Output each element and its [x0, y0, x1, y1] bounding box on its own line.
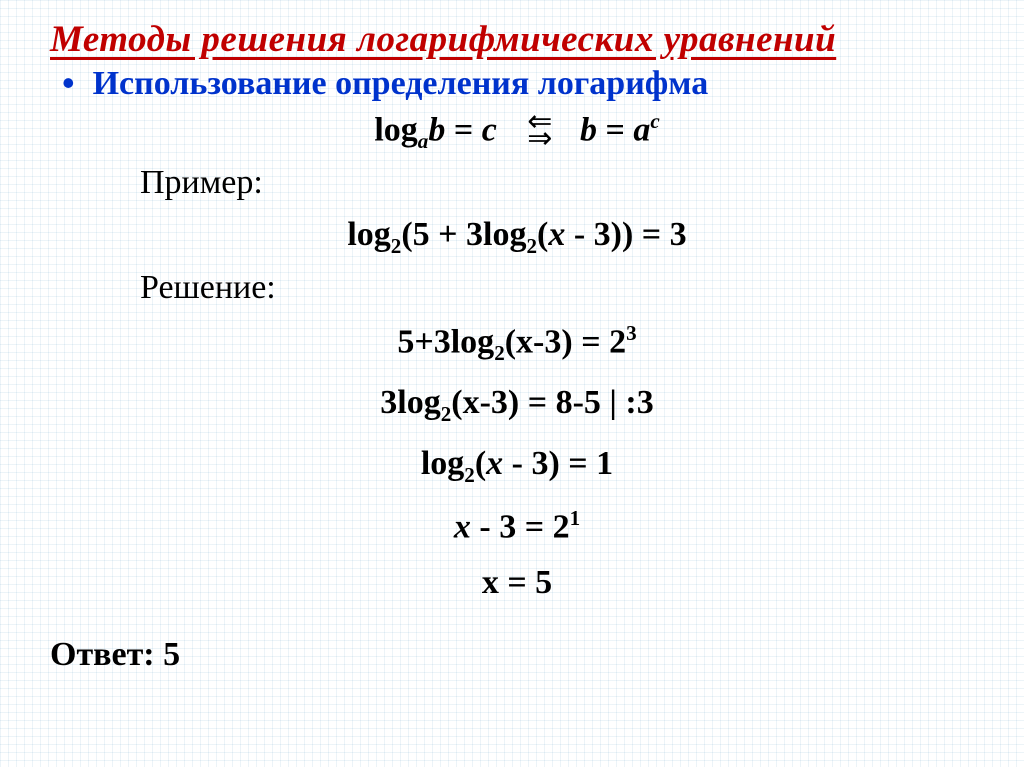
subtitle: Использование определения логарифма — [93, 65, 709, 103]
definition-formula: logab = c ⇐ ⇒ b = ac — [50, 109, 984, 154]
s3-x: x — [486, 445, 503, 482]
s1-sub: 2 — [494, 341, 505, 365]
s3-p2: ( — [475, 445, 486, 482]
s1-sup: 3 — [626, 321, 637, 345]
s2-sub: 2 — [441, 402, 452, 426]
ex-p1: log — [347, 216, 390, 253]
s2-p2: (x-3) = 8-5 | :3 — [451, 384, 653, 421]
f-c: c — [482, 111, 497, 148]
s1-p2: (x-3) = 2 — [505, 323, 626, 360]
label-solution: Решение: — [140, 269, 984, 307]
s4-sup: 1 — [570, 506, 581, 530]
step-2: 3log2(x-3) = 8-5 | :3 — [50, 384, 984, 427]
bullet-row: • Использование определения логарифма — [62, 65, 984, 103]
s3-p1: log — [421, 445, 464, 482]
f-sup-c: c — [650, 109, 659, 133]
f-b2: b — [580, 111, 597, 148]
step-1: 5+3log2(x-3) = 23 — [50, 321, 984, 366]
s2-p1: 3log — [380, 384, 440, 421]
f-sub-a: a — [418, 129, 429, 153]
equation-example: log2(5 + 3log2(x - 3)) = 3 — [50, 216, 984, 259]
f-b: b — [428, 111, 445, 148]
ex-x: x — [548, 216, 565, 253]
label-example: Пример: — [140, 164, 984, 202]
f-log: log — [374, 111, 417, 148]
s4-rest: - 3 = 2 — [471, 508, 570, 545]
f-eq2: = — [597, 111, 633, 148]
step-3: log2(x - 3) = 1 — [50, 445, 984, 488]
answer: Ответ: 5 — [50, 636, 984, 674]
f-a: a — [633, 111, 650, 148]
s4-x: x — [454, 508, 471, 545]
s3-p3: - 3) = 1 — [503, 445, 613, 482]
s3-sub: 2 — [464, 463, 475, 487]
ex-p2: (5 + 3log — [401, 216, 526, 253]
ex-s2: 2 — [526, 234, 537, 258]
step-5: x = 5 — [50, 564, 984, 602]
ex-p3: ( — [537, 216, 548, 253]
iff-bot: ⇒ — [527, 131, 549, 148]
ex-s1: 2 — [391, 234, 402, 258]
f-eq1: = — [445, 111, 481, 148]
iff-icon: ⇐ ⇒ — [527, 114, 549, 147]
ex-p4: - 3)) = 3 — [565, 216, 686, 253]
step-4: x - 3 = 21 — [50, 506, 984, 546]
slide-title: Методы решения логарифмических уравнений — [50, 18, 984, 61]
s1-p1: 5+3log — [397, 323, 494, 360]
bullet-icon: • — [62, 65, 75, 101]
